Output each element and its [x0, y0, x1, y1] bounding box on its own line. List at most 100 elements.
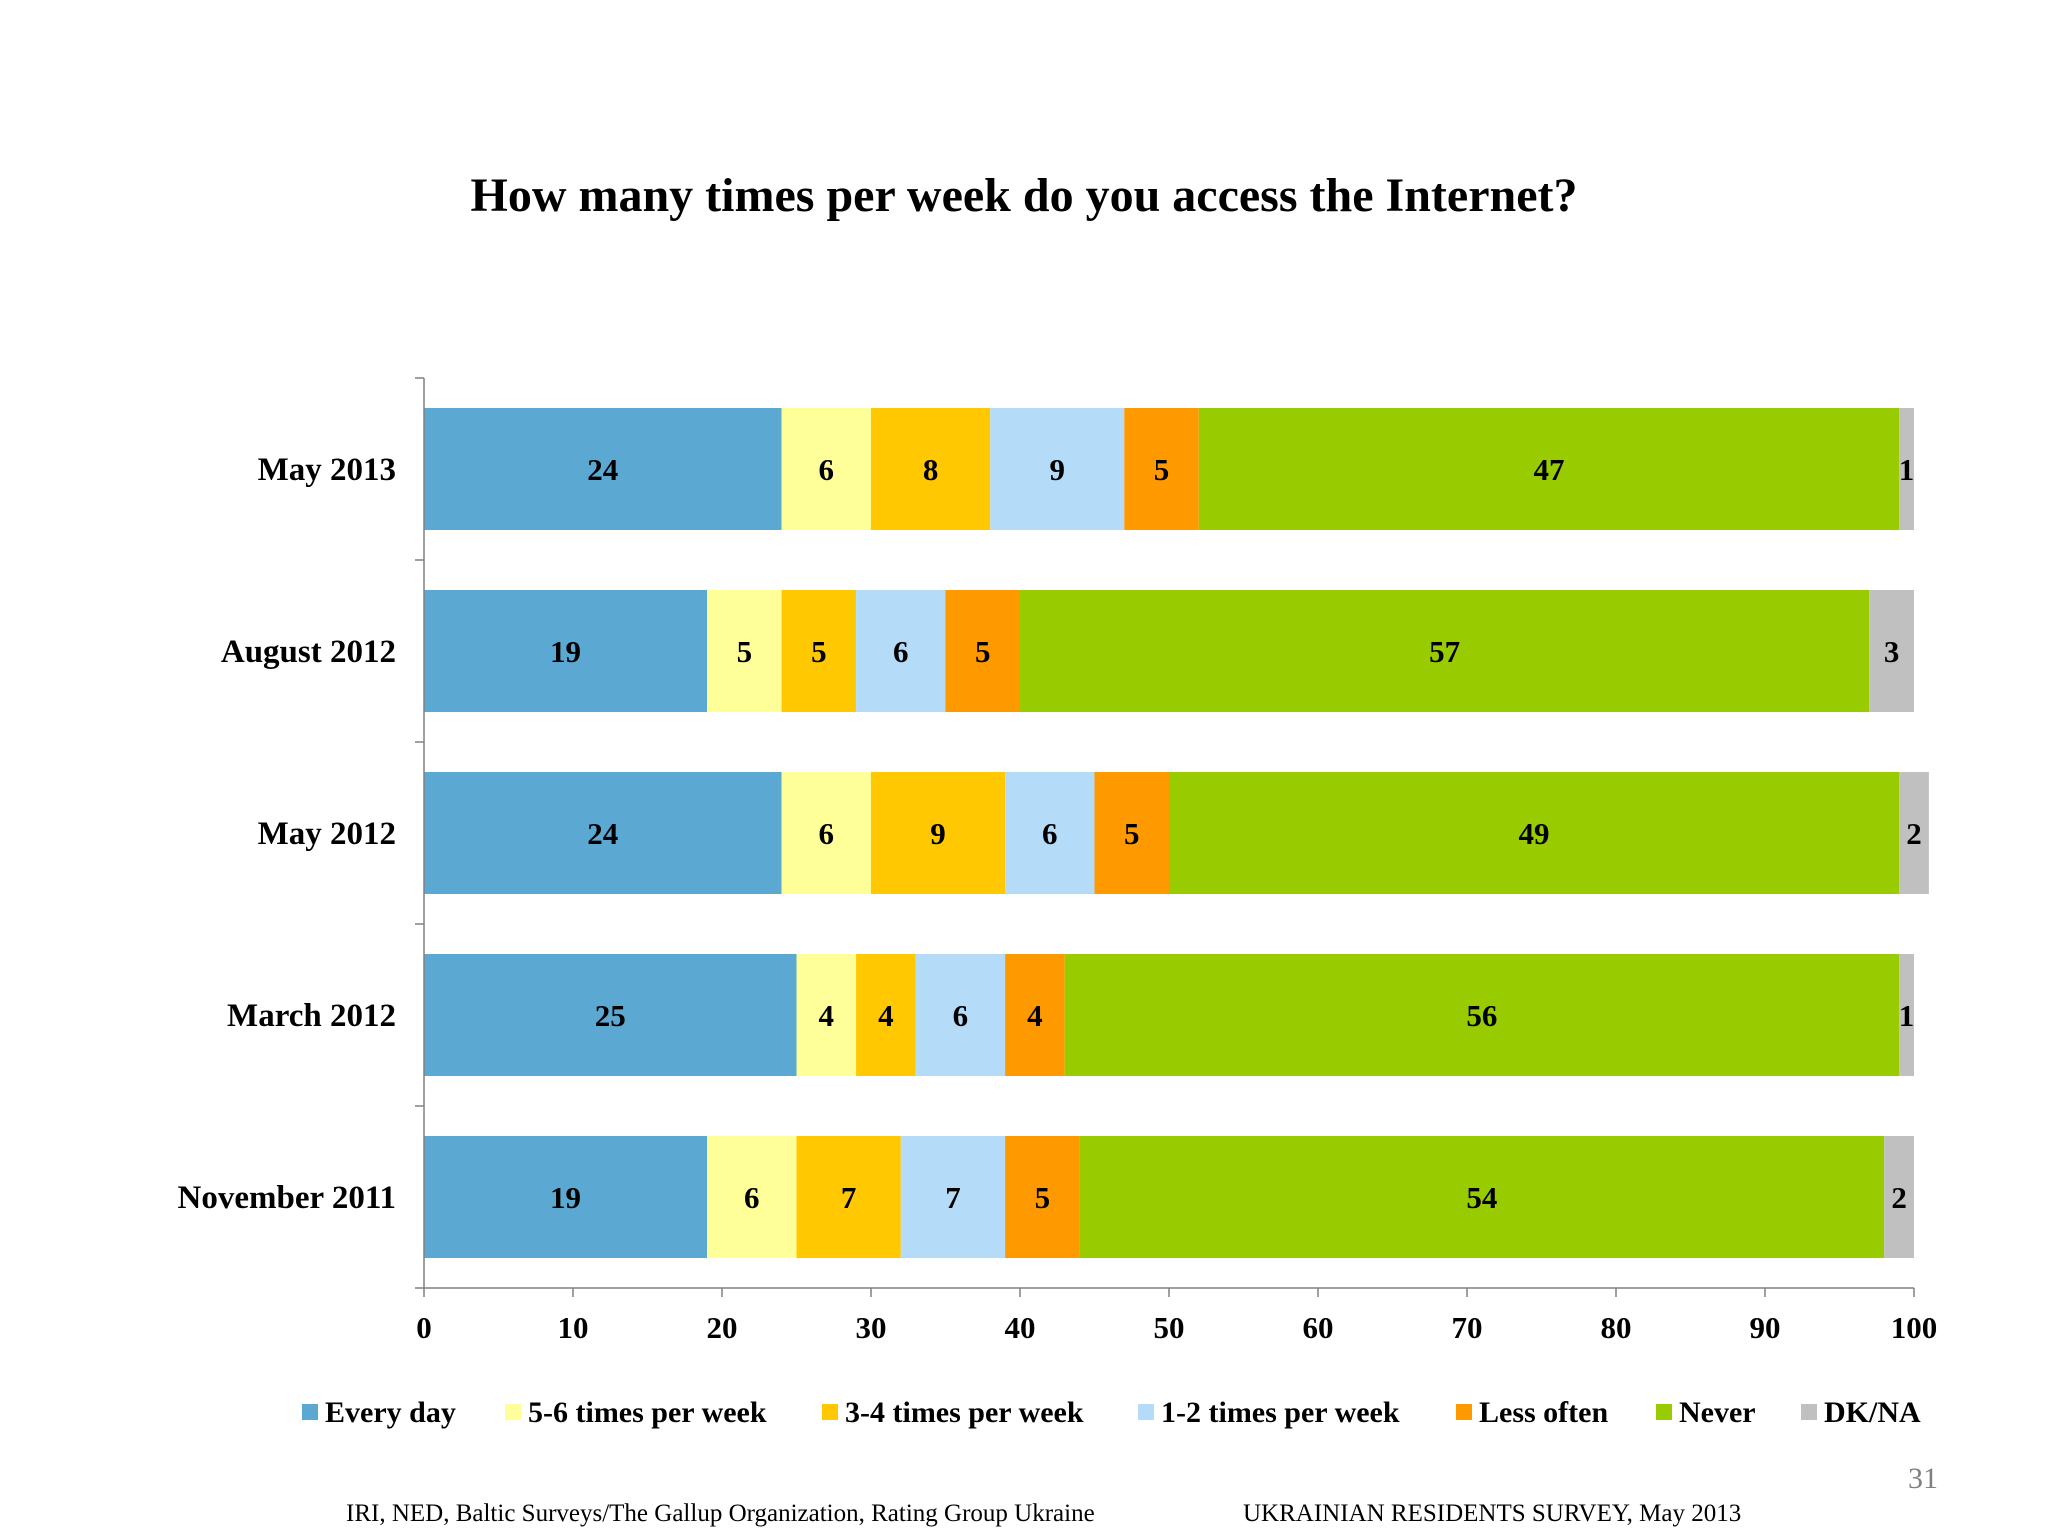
data-label: 2: [1906, 816, 1922, 851]
legend-item-5-6-times-per-week: 5-6 times per week: [505, 1396, 767, 1429]
bar-november-2011-every-day: [424, 1136, 708, 1258]
data-label: 6: [819, 816, 835, 851]
category-label: August 2012: [221, 634, 396, 670]
bar-may-2012-less-often: [1094, 772, 1169, 894]
legend-item-never: Never: [1656, 1396, 1756, 1429]
x-tick-label: 40: [1005, 1310, 1036, 1345]
legend-label: Less often: [1479, 1396, 1608, 1429]
bar-november-2011-less-often: [1005, 1136, 1080, 1258]
bar-may-2012-never: [1169, 772, 1900, 894]
legend-label: 3-4 times per week: [845, 1396, 1084, 1429]
data-label: 57: [1429, 634, 1460, 669]
data-label: 56: [1466, 998, 1497, 1033]
footer-survey-name: UKRAINIAN RESIDENTS SURVEY, May 2013: [1243, 1500, 1742, 1527]
legend-swatch: [1801, 1404, 1817, 1420]
bars-layer: 24 6 8 9 5 47 119 5 5 6 5 57 324 6 9 6 5 49 225 4 4 6 4 56 119 6 7…: [424, 408, 1929, 1258]
chart-title: How many times per week do you access th…: [470, 169, 1578, 222]
data-label: 25: [595, 998, 626, 1033]
bar-november-2011-5-6-times-per-week: [707, 1136, 797, 1258]
data-label: 4: [1027, 998, 1043, 1033]
bar-august-2012-every-day: [424, 590, 708, 712]
bar-may-2013-every-day: [424, 408, 782, 530]
legend-swatch: [1456, 1404, 1472, 1420]
data-label: 8: [923, 452, 939, 487]
legend-label: Every day: [325, 1396, 456, 1429]
data-label: 6: [1042, 816, 1058, 851]
data-label: 4: [819, 998, 835, 1033]
data-label: 6: [744, 1180, 760, 1215]
bar-march-2012-dk-na: [1899, 954, 1914, 1076]
category-label: November 2011: [178, 1180, 396, 1216]
legend-label: 5-6 times per week: [528, 1396, 767, 1429]
bar-march-2012-1-2-times-per-week: [915, 954, 1006, 1076]
data-label: 7: [841, 1180, 857, 1215]
bar-august-2012-3-4-times-per-week: [781, 590, 857, 712]
x-tick-label: 10: [558, 1310, 589, 1345]
data-label: 6: [819, 452, 835, 487]
data-label: 9: [1050, 452, 1066, 487]
bar-may-2013-3-4-times-per-week: [871, 408, 991, 530]
data-label: 3: [1884, 634, 1900, 669]
data-label: 6: [893, 634, 909, 669]
data-label: 19: [550, 1180, 581, 1215]
bar-may-2013-never: [1198, 408, 1900, 530]
x-tick-label: 90: [1750, 1310, 1781, 1345]
legend-item-dk-na: DK/NA: [1801, 1396, 1921, 1429]
legend-swatch: [1138, 1404, 1154, 1420]
x-tick-label: 20: [707, 1310, 738, 1345]
bar-may-2012-3-4-times-per-week: [871, 772, 1006, 894]
data-label: 47: [1533, 452, 1564, 487]
data-label: 1: [1899, 998, 1915, 1033]
x-tick-label: 80: [1601, 1310, 1632, 1345]
bar-may-2013-less-often: [1124, 408, 1199, 530]
data-label: 49: [1519, 816, 1550, 851]
bar-november-2011-dk-na: [1884, 1136, 1914, 1258]
data-label: 4: [878, 998, 894, 1033]
data-label: 5: [1154, 452, 1170, 487]
data-label: 24: [587, 452, 618, 487]
x-tick-label: 70: [1452, 1310, 1483, 1345]
x-tick-label: 50: [1154, 1310, 1185, 1345]
legend-item-every-day: Every day: [302, 1396, 456, 1429]
data-label: 54: [1466, 1180, 1497, 1215]
x-tick-label: 60: [1303, 1310, 1334, 1345]
legend-swatch: [302, 1404, 318, 1420]
category-label: March 2012: [227, 998, 396, 1034]
axes-layer: May 2013 August 2012 May 2012 March 2012 Nov…: [178, 377, 1937, 1345]
bar-november-2011-1-2-times-per-week: [900, 1136, 1006, 1258]
footer-source: IRI, NED, Baltic Surveys/The Gallup Orga…: [346, 1500, 1095, 1527]
legend-swatch: [822, 1404, 838, 1420]
data-label: 9: [930, 816, 946, 851]
data-label: 1: [1899, 452, 1915, 487]
bar-may-2012-dk-na: [1899, 772, 1929, 894]
bar-may-2013-5-6-times-per-week: [781, 408, 871, 530]
category-label: May 2012: [258, 816, 396, 852]
legend-label: 1-2 times per week: [1161, 1396, 1400, 1429]
bar-august-2012-never: [1020, 590, 1870, 712]
bar-may-2012-1-2-times-per-week: [1005, 772, 1095, 894]
data-label: 2: [1891, 1180, 1907, 1215]
bar-march-2012-5-6-times-per-week: [796, 954, 857, 1076]
bar-march-2012-3-4-times-per-week: [856, 954, 916, 1076]
data-label: 24: [587, 816, 618, 851]
data-label: 7: [945, 1180, 961, 1215]
legend-item-1-2-times-per-week: 1-2 times per week: [1138, 1396, 1400, 1429]
bar-november-2011-3-4-times-per-week: [796, 1136, 901, 1258]
data-label: 5: [737, 634, 753, 669]
data-label: 19: [550, 634, 581, 669]
bar-august-2012-1-2-times-per-week: [856, 590, 946, 712]
data-label: 5: [975, 634, 991, 669]
bar-august-2012-less-often: [945, 590, 1020, 712]
bar-august-2012-dk-na: [1869, 590, 1914, 712]
bar-march-2012-less-often: [1005, 954, 1065, 1076]
bar-august-2012-5-6-times-per-week: [707, 590, 782, 712]
legend-label: Never: [1679, 1396, 1756, 1429]
data-label: 5: [1035, 1180, 1051, 1215]
bar-may-2013-dk-na: [1899, 408, 1914, 530]
bar-may-2012-5-6-times-per-week: [781, 772, 871, 894]
legend-layer: Every day 5-6 times per week 3-4 times per…: [302, 1396, 1921, 1429]
bar-march-2012-every-day: [424, 954, 797, 1076]
legend-swatch: [1656, 1404, 1672, 1420]
bar-may-2013-1-2-times-per-week: [990, 408, 1125, 530]
